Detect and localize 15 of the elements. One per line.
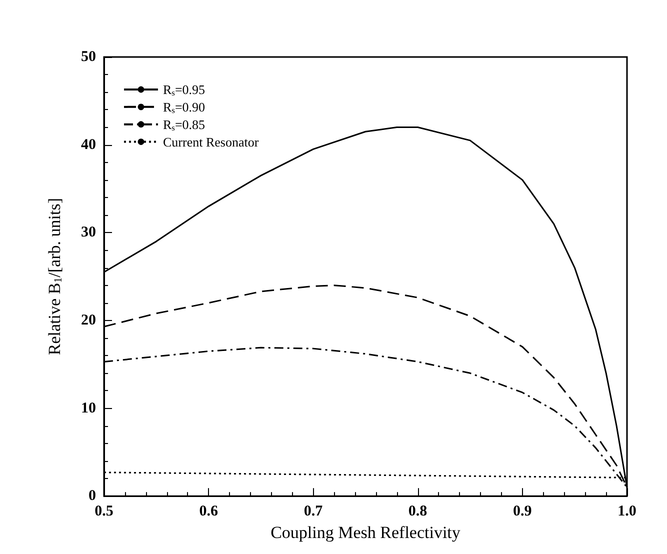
x-tick-label: 0.6 xyxy=(199,504,218,520)
x-tick-label: 0.7 xyxy=(304,504,324,520)
x-tick-label: 0.9 xyxy=(513,504,532,520)
legend-label: Current Resonator xyxy=(163,134,260,150)
x-tick-label: 0.5 xyxy=(94,504,114,520)
y-tick-label: 30 xyxy=(81,224,96,241)
y-tick-label: 0 xyxy=(88,488,96,504)
y-tick-label: 10 xyxy=(81,400,96,416)
x-tick-label: 0.8 xyxy=(408,504,428,520)
y-tick-label: 50 xyxy=(81,49,96,65)
x-tick-label: 1.0 xyxy=(618,504,636,520)
y-axis-title: Relative B1/[arb. units] xyxy=(45,198,64,356)
x-axis-title: Coupling Mesh Reflectivity xyxy=(270,523,461,542)
y-tick-label: 40 xyxy=(81,136,96,153)
y-tick-label: 20 xyxy=(81,312,96,328)
